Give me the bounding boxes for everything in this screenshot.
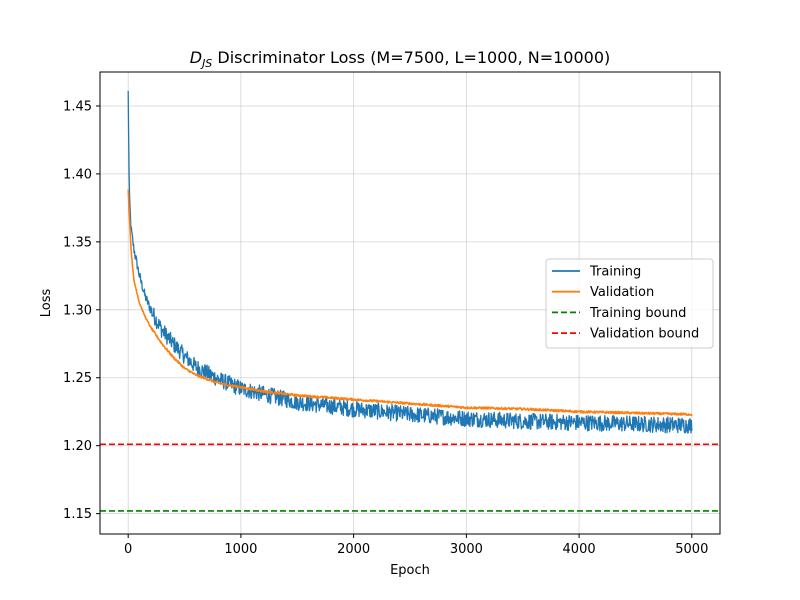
chart-title: DJS Discriminator Loss (M=7500, L=1000, … <box>190 48 611 70</box>
y-axis-ticks: 1.15 1.20 1.25 1.30 1.35 1.40 1.45 <box>63 99 100 522</box>
validation-line <box>127 189 693 417</box>
x-tick-label: 0 <box>124 542 132 557</box>
x-tick-label: 4000 <box>563 542 596 557</box>
y-tick-label: 1.20 <box>63 439 92 454</box>
y-tick-label: 1.40 <box>63 167 92 182</box>
legend-label-training: Training <box>589 265 641 280</box>
x-axis-ticks: 0 1000 2000 3000 4000 5000 <box>124 534 708 557</box>
x-tick-label: 2000 <box>337 542 370 557</box>
axes-frame <box>99 71 721 535</box>
x-tick-label: 3000 <box>450 542 483 557</box>
y-tick-label: 1.35 <box>63 235 92 250</box>
training-line <box>127 90 693 434</box>
x-tick-label: 5000 <box>675 542 708 557</box>
legend: Training Validation Training bound Validati… <box>545 258 714 349</box>
title-main-symbol: D <box>190 48 202 67</box>
plot-area <box>100 90 720 512</box>
title-rest: Discriminator Loss (M=7500, L=1000, N=10… <box>212 48 610 67</box>
y-tick-label: 1.30 <box>63 303 92 318</box>
legend-label-validation-bound: Validation bound <box>590 327 699 342</box>
legend-label-training-bound: Training bound <box>589 306 686 321</box>
legend-box <box>545 258 714 349</box>
y-axis-label: Loss <box>39 289 54 318</box>
x-tick-label: 1000 <box>224 542 257 557</box>
y-tick-label: 1.15 <box>63 507 92 522</box>
y-tick-label: 1.25 <box>63 371 92 386</box>
title-subscript: JS <box>200 57 212 70</box>
x-axis-label: Epoch <box>390 563 430 578</box>
y-tick-label: 1.45 <box>63 99 92 114</box>
legend-label-validation: Validation <box>590 285 654 300</box>
